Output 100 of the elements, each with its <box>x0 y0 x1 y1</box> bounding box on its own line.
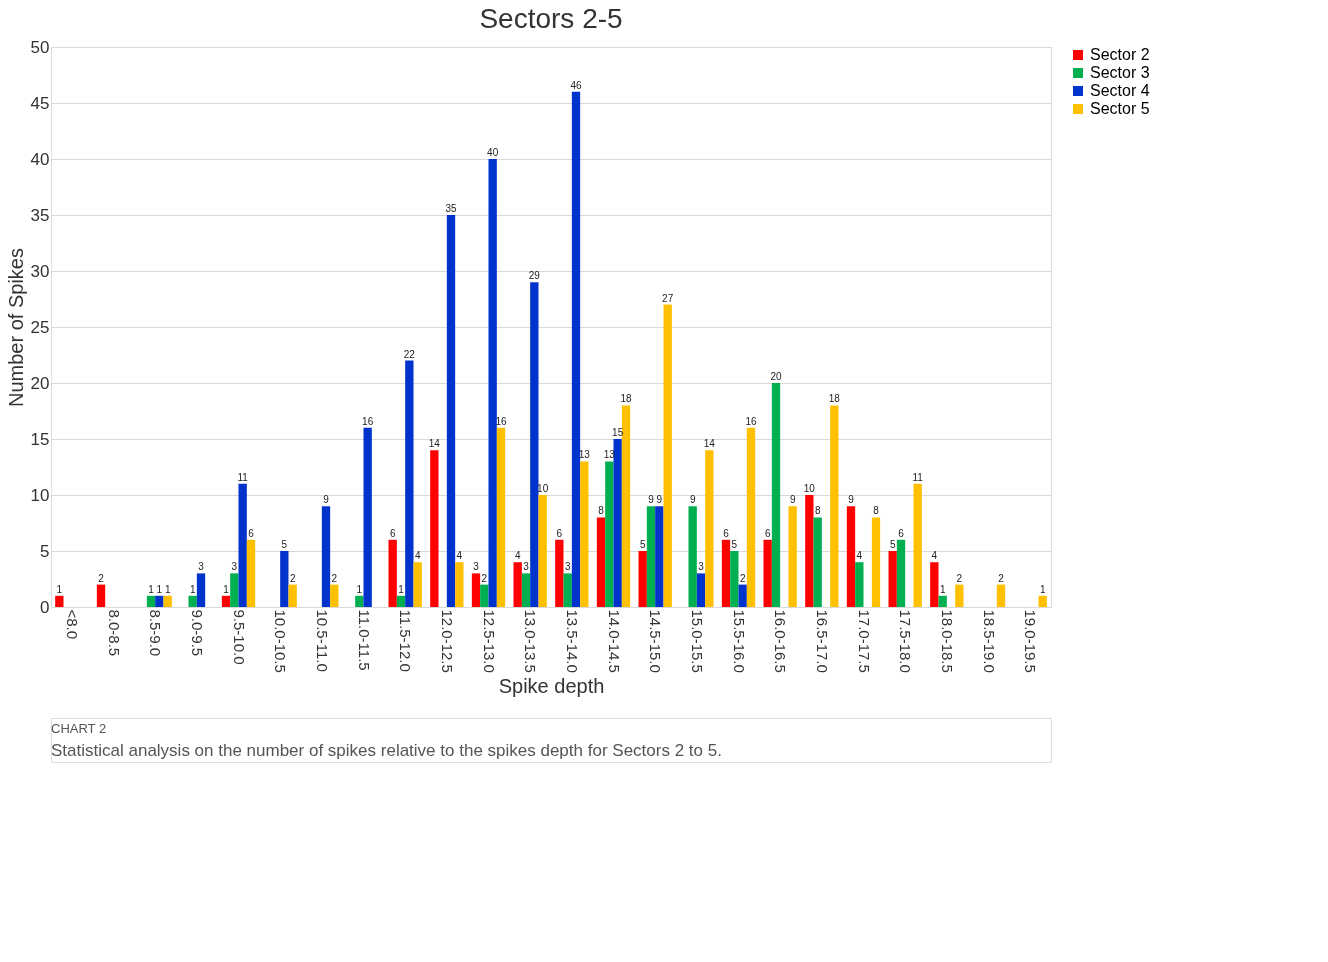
x-tick-label: 16.0-16.5 <box>772 609 790 673</box>
bar <box>521 573 531 607</box>
y-tick-label: 10 <box>30 485 50 505</box>
data-label: 2 <box>956 572 963 584</box>
bar <box>805 495 814 607</box>
bar <box>580 461 589 607</box>
data-label: 6 <box>723 527 730 539</box>
bar <box>596 517 606 607</box>
bar <box>621 405 631 607</box>
bar <box>830 405 839 607</box>
data-label: 3 <box>198 561 205 573</box>
y-tick-label: 35 <box>30 205 50 225</box>
x-tick-label: 10.0-10.5 <box>272 609 290 673</box>
bar <box>55 595 64 607</box>
data-label: 1 <box>223 583 230 595</box>
x-tick-label: 8.0-8.5 <box>105 609 123 657</box>
y-tick-label: 45 <box>30 93 50 113</box>
x-tick-label: 16.5-17.0 <box>813 609 831 673</box>
bar <box>146 595 156 607</box>
data-label: 2 <box>331 572 338 584</box>
bar <box>321 506 331 607</box>
data-label: 29 <box>528 270 541 282</box>
data-label: 16 <box>362 415 374 427</box>
data-label: 1 <box>356 583 363 595</box>
x-tick-label: 13.0-13.5 <box>522 609 540 673</box>
data-label: 8 <box>598 505 605 517</box>
data-label: 6 <box>898 527 905 539</box>
data-label: 5 <box>639 539 646 550</box>
bar <box>913 483 922 607</box>
bar <box>655 506 664 607</box>
data-label: 5 <box>889 539 896 550</box>
x-tick-label: 17.5-18.0 <box>897 609 915 673</box>
bar <box>563 573 572 607</box>
y-tick-label: 0 <box>40 597 50 617</box>
x-tick-label: 12.0-12.5 <box>438 609 456 673</box>
data-label: 11 <box>912 471 924 483</box>
bar <box>955 584 964 607</box>
bar <box>430 450 439 607</box>
data-label: 3 <box>231 561 238 573</box>
chart-title: Sectors 2-5 <box>479 3 623 34</box>
data-label: 1 <box>398 583 405 595</box>
bar <box>788 506 797 607</box>
x-tick-label: 18.0-18.5 <box>938 609 956 673</box>
data-label: 9 <box>789 494 796 506</box>
bar <box>480 584 489 607</box>
data-label: 3 <box>564 561 571 573</box>
bar <box>771 383 781 607</box>
bar <box>280 551 289 607</box>
bar <box>930 562 939 607</box>
bar <box>888 551 897 607</box>
x-tick-label: 17.0-17.5 <box>855 609 873 673</box>
bar <box>738 584 747 607</box>
data-label: 16 <box>745 415 757 427</box>
data-label: 1 <box>164 583 171 595</box>
data-label: 4 <box>931 550 938 562</box>
bar <box>388 539 397 607</box>
bar <box>613 439 622 607</box>
bar <box>163 595 172 607</box>
legend-label: Sector 3 <box>1090 64 1150 81</box>
bar <box>471 573 481 607</box>
y-tick-label: 5 <box>40 541 50 561</box>
bar <box>696 573 706 607</box>
y-tick-label: 20 <box>30 373 50 393</box>
data-label: 35 <box>445 203 457 214</box>
data-label: 3 <box>523 561 530 573</box>
data-label: 9 <box>323 494 330 506</box>
x-tick-label: 14.0-14.5 <box>605 609 623 673</box>
data-label: 1 <box>56 583 63 595</box>
bar <box>155 595 164 607</box>
data-label: 9 <box>656 494 663 506</box>
data-label: 18 <box>828 393 841 405</box>
data-label: 6 <box>248 527 255 539</box>
x-tick-label: 8.5-9.0 <box>147 609 165 657</box>
data-label: 9 <box>848 494 855 506</box>
y-tick-label: 30 <box>30 261 50 281</box>
x-tick-label: 13.5-14.0 <box>563 609 581 673</box>
x-tick-label: 15.0-15.5 <box>688 609 706 673</box>
x-tick-label: 18.5-19.0 <box>980 609 998 673</box>
bar <box>396 595 406 607</box>
bar <box>663 304 672 607</box>
bar <box>513 562 522 607</box>
data-label: 3 <box>473 561 480 573</box>
data-label: 46 <box>570 79 582 91</box>
x-tick-label: 9.0-9.5 <box>188 609 206 657</box>
data-label: 6 <box>556 527 563 539</box>
bar <box>221 595 231 607</box>
bar <box>363 427 372 607</box>
bar <box>871 517 881 607</box>
x-axis-title: Spike depth <box>498 674 605 697</box>
bar <box>1038 595 1047 607</box>
data-label: 1 <box>189 583 196 595</box>
legend-label: Sector 5 <box>1090 100 1150 117</box>
y-tick-label: 50 <box>30 37 50 57</box>
bar <box>488 159 497 607</box>
y-axis-title: Number of Spikes <box>4 248 27 407</box>
data-label: 2 <box>98 572 105 584</box>
bar <box>355 595 364 607</box>
bar <box>721 539 731 607</box>
y-tick-label: 25 <box>30 317 50 337</box>
bar <box>813 517 822 607</box>
